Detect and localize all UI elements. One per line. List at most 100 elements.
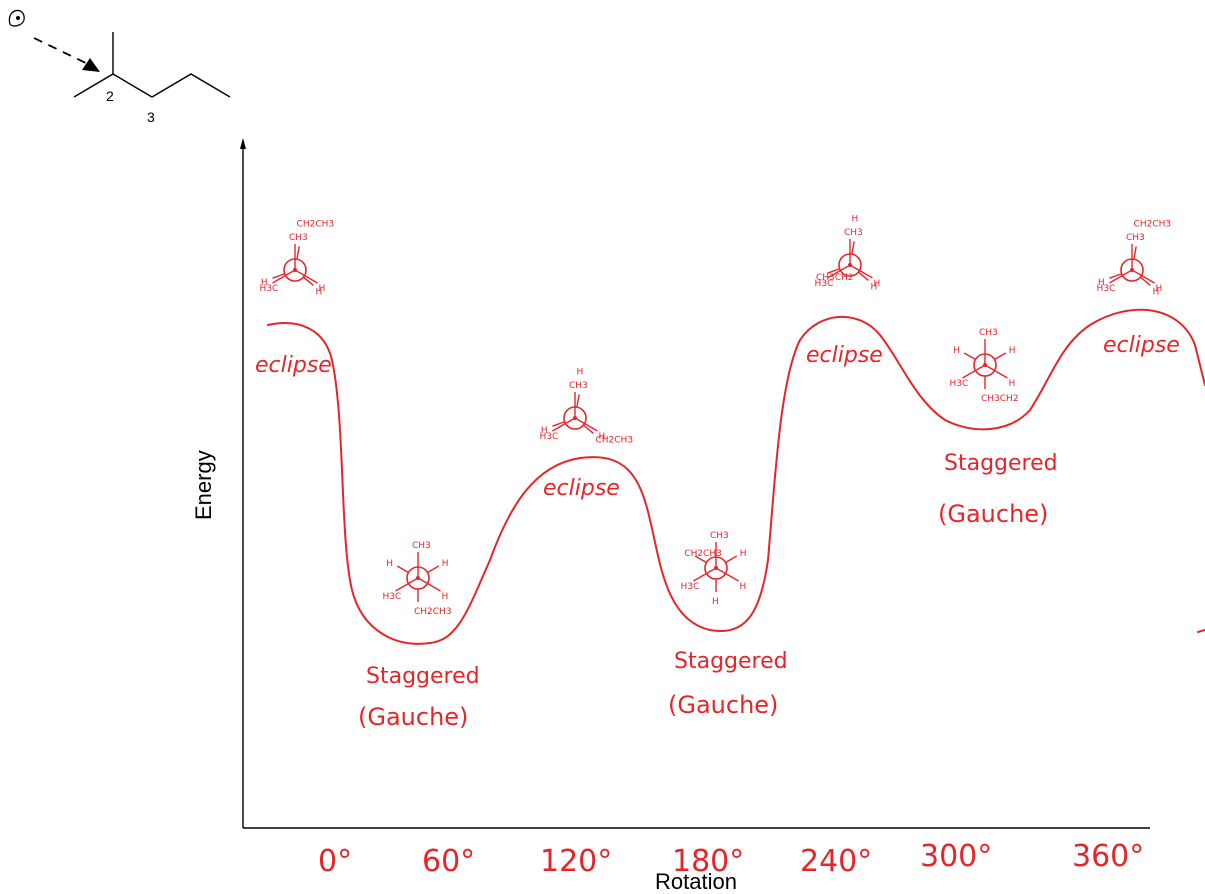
back-bond [576,394,580,408]
front-bond [962,364,986,379]
back-substituent: H [871,283,878,293]
eye-icon [8,9,25,27]
front-substituent: H3C [383,592,402,602]
viewing-arrow [33,37,100,72]
back-bond [296,246,300,260]
x-tick-360: 360° [1072,839,1144,874]
back-substituent: H [852,214,859,224]
label-eclipse-120: eclipse [543,476,620,501]
curve-stub [1197,629,1205,633]
back-substituent: H [1009,346,1016,356]
y-axis-arrowhead [240,138,246,149]
back-bond [963,352,976,361]
back-bond [857,271,869,281]
back-substituent: CH2CH3 [1134,219,1172,229]
x-tick-300: 300° [920,839,992,874]
x-axis-label: Rotation [655,869,737,894]
back-bond [302,276,314,286]
front-substituent: CH3 [569,381,588,391]
back-substituent: H [1098,278,1105,288]
label-staggered-300: Staggered [944,451,1058,476]
back-substituent: CH3CH2 [816,273,854,283]
front-substituent: H3C [260,284,279,294]
back-bond [1109,273,1122,279]
back-substituent: H [953,346,960,356]
x-tick-0: 0° [318,844,352,879]
carbon-chain [73,73,231,98]
back-bond [396,565,409,574]
front-substituent: CH3 [844,228,863,238]
label-eclipse-0: eclipse [255,353,332,378]
front-bond [1131,269,1155,284]
x-tick-240: 240° [800,844,872,879]
back-substituent: CH2CH3 [297,219,335,229]
molecule-skeleton: 2 3 [8,9,231,125]
front-substituent: H [1008,379,1015,389]
front-substituent: H [598,432,605,442]
label-staggered-60: Staggered [366,664,480,689]
energy-curve [267,308,1205,645]
front-bond [395,577,419,592]
front-substituent: CH3 [710,531,729,541]
front-substituent: H3C [1097,284,1116,294]
y-axis-label: Energy [191,450,216,520]
front-bond [827,264,851,279]
x-tick-60: 60° [422,844,475,879]
back-bond [694,555,707,564]
front-bond [574,417,598,432]
front-substituent: H [739,582,746,592]
front-substituent: H3C [681,582,700,592]
back-bond [1139,276,1151,286]
back-substituent: H [261,278,268,288]
front-bond [984,364,1008,379]
back-substituent: CH2CH3 [684,549,722,559]
front-substituent: H [1155,284,1162,294]
front-bond [693,567,717,582]
front-substituent: H3C [950,379,969,389]
back-bond [725,555,738,564]
x-tick-labels: 0° 60° 120° 180° 240° 300° 360° [318,839,1144,879]
front-bond [715,567,739,582]
front-substituent: CH3 [412,541,431,551]
label-eclipse-240: eclipse [806,343,883,368]
back-substituent: H [1153,288,1160,298]
front-substituent: H [441,592,448,602]
back-bond [851,241,855,255]
label-eclipse-360: eclipse [1103,333,1180,358]
front-substituent: CH3 [1126,233,1145,243]
newman-projection: CH3 H3C H CH3CH2 H H [950,328,1019,404]
back-substituent: CH2CH3 [596,436,634,446]
front-bond [417,577,441,592]
back-bond [1133,246,1137,260]
x-tick-180: 180° [672,844,744,879]
back-bond [272,273,285,279]
back-substituent: H [541,426,548,436]
back-substituent: H [316,288,323,298]
front-bond [272,269,296,284]
front-bond [294,269,318,284]
back-substituent: H [386,559,393,569]
x-tick-120: 120° [540,844,612,879]
front-substituent: CH3 [289,233,308,243]
label-gauche-60: (Gauche) [358,703,468,731]
front-substituent: H [318,284,325,294]
front-substituent: H3C [540,432,559,442]
carbon-label-2: 2 [106,88,114,104]
axes: Energy Rotation [191,138,1150,894]
back-substituent: H [577,367,584,377]
back-bond [994,352,1007,361]
back-substituent: H [740,549,747,559]
label-gauche-180: (Gauche) [668,691,778,719]
back-bond [582,424,594,434]
front-substituent: H3C [815,279,834,289]
front-bond [849,264,873,279]
front-bond [1109,269,1133,284]
back-substituent: CH3CH2 [981,394,1019,404]
